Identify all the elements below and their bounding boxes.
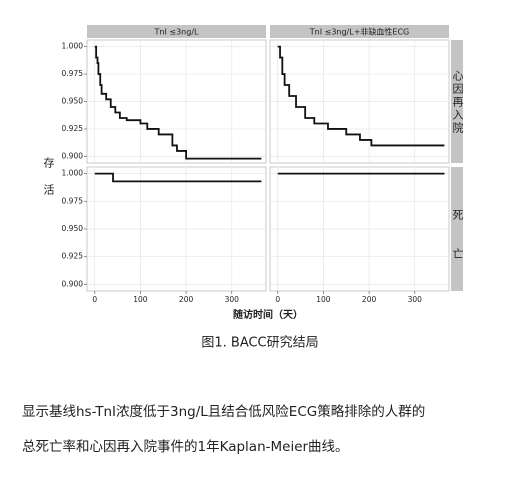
x-tick-label: 300 <box>225 295 240 304</box>
x-tick-label: 0 <box>275 295 280 304</box>
paragraph-line: 总死亡率和心因再入院事件的1年Kaplan-Meier曲线。 <box>22 438 349 455</box>
row-strip-label: 心因再入院 <box>451 70 464 135</box>
survival-curve <box>94 45 262 160</box>
column-strip-label: TnI ≤3ng/L <box>154 28 199 37</box>
y-tick-label: 0.950 <box>62 97 84 106</box>
x-tick-label: 100 <box>133 295 148 304</box>
y-tick-label: 0.975 <box>62 69 84 78</box>
column-strip-label: TnI ≤3ng/L+非缺血性ECG <box>309 27 410 37</box>
x-tick-label: 300 <box>408 295 423 304</box>
y-tick-label: 0.925 <box>62 252 84 261</box>
y-tick-label: 0.950 <box>62 224 84 233</box>
x-tick-label: 200 <box>179 295 194 304</box>
x-tick-label: 100 <box>316 295 331 304</box>
x-tick-label: 200 <box>362 295 377 304</box>
column-strip <box>87 25 266 38</box>
x-tick-label: 0 <box>92 295 97 304</box>
column-strip <box>270 25 449 38</box>
row-strip <box>451 40 463 163</box>
survival-curve <box>94 172 262 183</box>
paragraph-line: 显示基线hs-TnI浓度低于3ng/L且结合低风险ECG策略排除的人群的 <box>22 403 425 420</box>
survival-curve <box>277 45 445 147</box>
x-axis-label: 随访时间（天） <box>233 308 303 321</box>
y-axis-label: 存活 <box>42 156 55 211</box>
y-tick-label: 0.900 <box>62 151 84 160</box>
caption: 图1. BACC研究结局 <box>201 336 318 351</box>
y-tick-label: 1.000 <box>62 42 84 51</box>
y-tick-label: 0.925 <box>62 124 84 133</box>
row-strip-label: 死亡 <box>451 209 464 287</box>
row-strip <box>451 167 463 291</box>
y-tick-label: 0.900 <box>62 279 84 288</box>
y-tick-label: 0.975 <box>62 196 84 205</box>
y-tick-label: 1.000 <box>62 169 84 178</box>
